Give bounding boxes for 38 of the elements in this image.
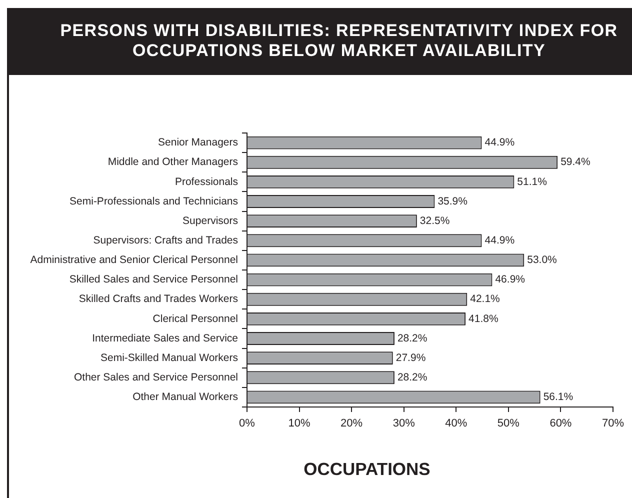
y-tick-label: Middle and Other Managers — [108, 156, 238, 168]
x-tick-label: 0% — [239, 418, 256, 430]
x-tick-label: 60% — [550, 418, 572, 430]
x-tick-label: 20% — [340, 418, 363, 430]
data-label: 59.4% — [560, 156, 590, 168]
y-tick-label: Clerical Personnel — [152, 312, 238, 325]
y-tick-label: Semi-Professionals and Technicians — [70, 195, 238, 208]
data-label: 42.1% — [470, 293, 500, 306]
x-tick-label: 30% — [392, 418, 416, 430]
y-tick-label: Intermediate Sales and Service — [92, 332, 238, 344]
data-label: 53.0% — [527, 254, 557, 266]
data-label: 35.9% — [438, 195, 468, 208]
x-axis-title: OCCUPATIONS — [302, 459, 432, 479]
y-tick-label: Supervisors — [182, 214, 238, 227]
data-label: 41.8% — [468, 312, 498, 325]
data-label: 56.1% — [543, 391, 574, 404]
x-tick-label: 40% — [445, 418, 468, 430]
data-label: 44.9% — [484, 234, 515, 247]
y-tick-label: Semi-Skilled Manual Workers — [100, 352, 238, 364]
chart-title: PERSONS WITH DISABILITIES: REPRESENTATIVITY INDEX FOR OCCUPATIONS BELOW MARKET AVAILABILITY — [59, 21, 619, 61]
y-tick-label: Other Sales and Service Personnel — [74, 372, 238, 384]
data-label: 28.2% — [397, 332, 428, 344]
x-tick-label: 10% — [288, 418, 311, 430]
data-label: 32.5% — [420, 214, 450, 227]
x-tick-label: 50% — [497, 418, 520, 430]
data-label: 27.9% — [396, 352, 426, 364]
y-tick-label: Senior Managers — [158, 136, 238, 149]
y-tick-label: Administrative and Senior Clerical Personnel — [30, 254, 238, 266]
data-label: 28.2% — [397, 372, 428, 384]
y-tick-label: Skilled Sales and Service Personnel — [69, 274, 238, 286]
data-label: 51.1% — [517, 176, 547, 188]
data-label: 44.9% — [484, 136, 515, 149]
y-tick-label: Supervisors: Crafts and Trades — [93, 234, 238, 247]
y-tick-label: Other Manual Workers — [132, 391, 238, 404]
x-tick-label: 70% — [602, 418, 624, 430]
data-label: 46.9% — [495, 274, 525, 286]
y-tick-label: Skilled Crafts and Trades Workers — [78, 293, 238, 306]
y-tick-label: Professionals — [174, 176, 238, 188]
